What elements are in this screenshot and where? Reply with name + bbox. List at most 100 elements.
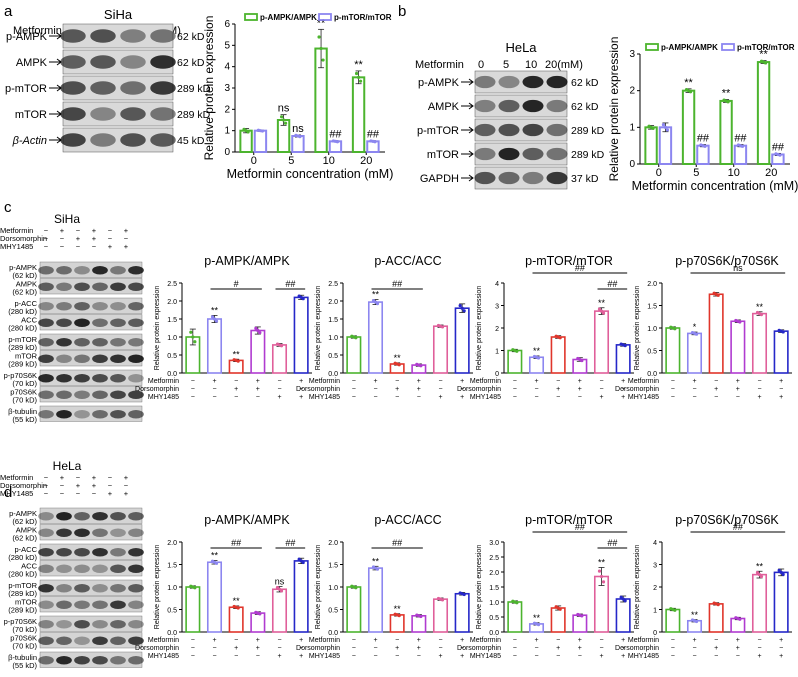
blot_a-band — [120, 81, 146, 95]
blot_a-row-arrow — [49, 58, 62, 66]
blot_a-row-arrow — [49, 84, 62, 92]
blot_d-row-size: (62 kD) — [12, 517, 37, 526]
d3-sign: − — [534, 645, 538, 652]
c3-bar — [528, 356, 545, 374]
blot_c-band — [110, 265, 126, 275]
c3-sign: + — [534, 378, 538, 385]
c2-y-tick-label: 0.0 — [328, 371, 338, 378]
c4-data-point — [694, 332, 699, 336]
d1-condition-mhy1485: MHY1485 — [148, 653, 179, 660]
d4-data-point — [738, 617, 742, 621]
c1-sign: − — [212, 394, 216, 401]
b-chart-x-tick-label: 20 — [765, 167, 777, 179]
c3-title: p-mTOR/mTOR — [525, 254, 613, 268]
blot_d-blot-strip — [39, 615, 143, 632]
c1-condition-dorsomorphin: Dorsomorphin — [135, 386, 179, 393]
d4-data-point — [694, 619, 699, 624]
c4-sign: − — [692, 394, 696, 401]
d4-sign: − — [779, 645, 783, 652]
c4-sign: − — [736, 394, 740, 401]
d4-bar — [686, 619, 703, 633]
c4-sign: + — [779, 394, 783, 401]
blot_a-band — [60, 29, 86, 43]
c1-sign: + — [212, 378, 216, 385]
c1-data-point — [189, 330, 193, 334]
blot_c-sign: − — [60, 242, 65, 251]
c2-condition-mhy1485: MHY1485 — [309, 394, 340, 401]
d3-sign: + — [578, 645, 582, 652]
b-chart-data-point — [763, 61, 768, 65]
blot_d-band — [92, 511, 108, 521]
blot_a-band — [90, 81, 116, 95]
d1-data-point — [214, 561, 219, 565]
blot_d-row-label: AMPK — [16, 525, 37, 534]
blot_d-blot-strip — [39, 632, 143, 649]
c3-annotation: ** — [533, 346, 541, 356]
blot_b-row-label: GAPDH — [420, 173, 459, 185]
c3-data-point — [623, 344, 627, 348]
c3-data-point — [580, 358, 584, 363]
b-chart-annotation: ## — [734, 133, 747, 145]
d4-bar — [751, 573, 768, 633]
panel-letter-b: b — [398, 3, 406, 20]
c2-annotation: ** — [394, 353, 402, 363]
d2-sign: − — [352, 637, 356, 644]
d3-sign: − — [513, 637, 517, 644]
blot_d-condition-dorsomorphin: Dorsomorphin — [0, 481, 47, 490]
d1-bracket-label: ## — [231, 538, 241, 548]
blot_a-band — [90, 107, 116, 121]
a-chart-data-point — [319, 46, 323, 51]
blot_c-row-size: (70 kD) — [12, 395, 37, 404]
blot_b-row-label: mTOR — [427, 149, 459, 161]
d4-sign: − — [671, 645, 675, 652]
d3-sign: + — [578, 637, 582, 644]
blot_d-band — [56, 600, 72, 610]
d3-condition-mhy1485: MHY1485 — [470, 653, 501, 660]
c4-sign: + — [736, 386, 740, 393]
b-chart-bar-p-mtor-mtor — [696, 144, 710, 166]
blot_c-band — [74, 318, 90, 328]
c3-data-point — [597, 307, 602, 311]
d1-sign: − — [299, 645, 303, 652]
d3-y-tick-label: 0.0 — [489, 630, 499, 637]
b-chart-data-point — [726, 100, 730, 104]
c1-sign: + — [299, 378, 303, 385]
c3-sign: − — [534, 386, 538, 393]
b-chart-bar-p-ampk-ampk — [644, 126, 658, 166]
d2-bar — [367, 567, 384, 633]
a-chart-data-point — [279, 115, 284, 119]
blot_b-row-size: 289 kD — [571, 149, 605, 161]
c4-condition-dorsomorphin: Dorsomorphin — [615, 386, 659, 393]
d4-data-point — [716, 602, 720, 607]
a-chart-legend-label: p-AMPK/AMPK — [260, 13, 317, 22]
d3-data-point — [580, 614, 584, 618]
blot_d-band — [38, 547, 54, 557]
c2-sign: + — [460, 394, 464, 401]
blot_d-row-label: β-tubulin — [8, 653, 37, 662]
blot_c-band — [38, 337, 54, 347]
blot_c-row-size: (280 kD) — [8, 307, 37, 316]
blot_d-row-label: p-p70S6K — [4, 617, 37, 626]
blot_d-band — [110, 600, 126, 610]
b-chart-y-tick-label: 3 — [629, 49, 635, 60]
blot_a-cell-title: SiHa — [104, 7, 133, 22]
a-chart-legend-swatch — [244, 13, 258, 21]
a-chart-y-tick-label: 5 — [224, 40, 230, 51]
blot_b-band — [498, 123, 520, 137]
c2-sign: − — [352, 394, 356, 401]
blot_c-sign: − — [44, 242, 49, 251]
a-chart-bar-p-mtor-mtor — [291, 135, 305, 153]
d1-sign: − — [256, 653, 260, 660]
blot_c-band — [56, 354, 72, 364]
a-chart-annotation: ## — [367, 129, 380, 141]
blot_c-blot-strip — [39, 278, 143, 295]
c4-sign: + — [757, 394, 761, 401]
blot_c-band — [56, 301, 72, 311]
d1-bar — [185, 586, 201, 633]
d4-y-tick-label: 3 — [653, 563, 657, 570]
blot_d-row-size: (62 kD) — [12, 533, 37, 542]
c1-y-tick-label: 2.5 — [167, 281, 177, 288]
a-chart-y-tick-label: 6 — [224, 19, 230, 30]
blot_d-band — [110, 619, 126, 629]
blot_b-band — [546, 147, 568, 161]
